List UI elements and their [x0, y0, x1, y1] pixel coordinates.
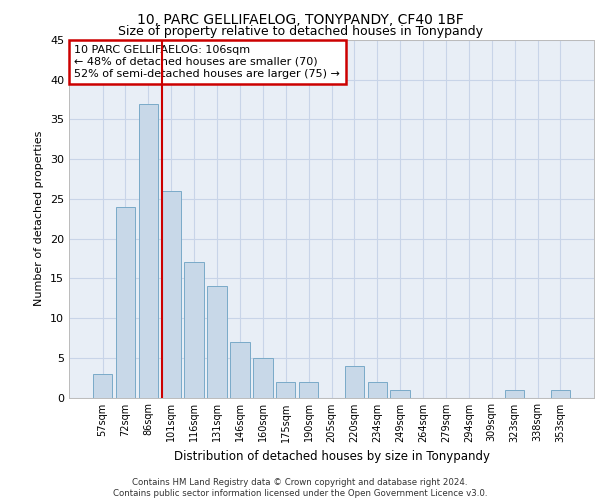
Text: Size of property relative to detached houses in Tonypandy: Size of property relative to detached ho…	[118, 25, 482, 38]
Text: Contains HM Land Registry data © Crown copyright and database right 2024.
Contai: Contains HM Land Registry data © Crown c…	[113, 478, 487, 498]
Text: 10 PARC GELLIFAELOG: 106sqm
← 48% of detached houses are smaller (70)
52% of sem: 10 PARC GELLIFAELOG: 106sqm ← 48% of det…	[74, 46, 340, 78]
Bar	[505, 390, 524, 398]
Bar	[139, 104, 158, 398]
Bar	[391, 390, 410, 398]
X-axis label: Distribution of detached houses by size in Tonypandy: Distribution of detached houses by size …	[173, 450, 490, 463]
Bar	[344, 366, 364, 398]
Bar	[116, 207, 135, 398]
Bar	[276, 382, 295, 398]
Text: 10, PARC GELLIFAELOG, TONYPANDY, CF40 1BF: 10, PARC GELLIFAELOG, TONYPANDY, CF40 1B…	[137, 12, 463, 26]
Bar	[208, 286, 227, 398]
Bar	[368, 382, 387, 398]
Bar	[230, 342, 250, 398]
Bar	[184, 262, 204, 398]
Bar	[93, 374, 112, 398]
Y-axis label: Number of detached properties: Number of detached properties	[34, 131, 44, 306]
Bar	[253, 358, 272, 398]
Bar	[299, 382, 319, 398]
Bar	[161, 191, 181, 398]
Bar	[551, 390, 570, 398]
